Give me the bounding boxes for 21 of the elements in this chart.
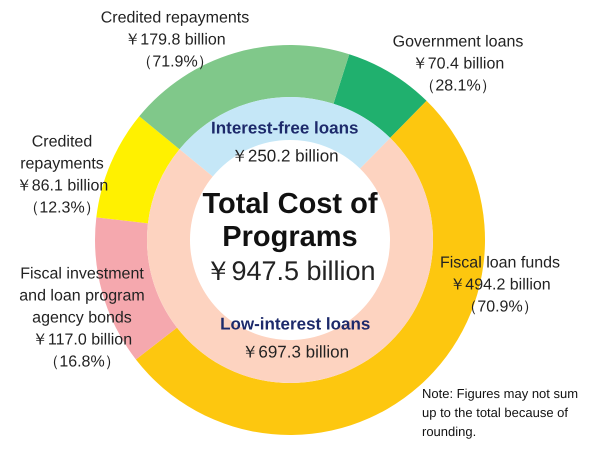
text: （71.9%） xyxy=(136,54,214,70)
data-label: ￥117.0 billion xyxy=(32,332,132,348)
data-label: ￥179.8 billion xyxy=(124,32,226,48)
donut-slice xyxy=(180,97,390,177)
slice-label: Credited repayments xyxy=(100,10,250,26)
data-label: ￥70.4 billion xyxy=(412,56,504,72)
text: Note: Figures may not sum up to the total because of rounding. xyxy=(422,385,580,441)
slice-label: Low-interest loans xyxy=(220,314,370,334)
text: ￥947.5 billion xyxy=(203,255,377,288)
slice-label: Fiscal loan funds xyxy=(440,254,560,272)
data-label: ￥250.2 billion xyxy=(230,146,339,166)
slice-label: Interest-free loans xyxy=(211,118,358,138)
text: （28.1%） xyxy=(419,78,497,94)
text: （12.3%） xyxy=(23,200,101,216)
donut-slice xyxy=(147,138,433,383)
slice-label: Government loans xyxy=(392,34,524,50)
data-label: ￥697.3 billion xyxy=(241,342,350,362)
text: （16.8%） xyxy=(43,354,121,370)
text: Total Cost of Programs xyxy=(201,188,379,254)
slice-label: Fiscal investment and loan program agency bonds xyxy=(19,266,145,326)
slice-label: Credited repayments xyxy=(20,134,104,172)
